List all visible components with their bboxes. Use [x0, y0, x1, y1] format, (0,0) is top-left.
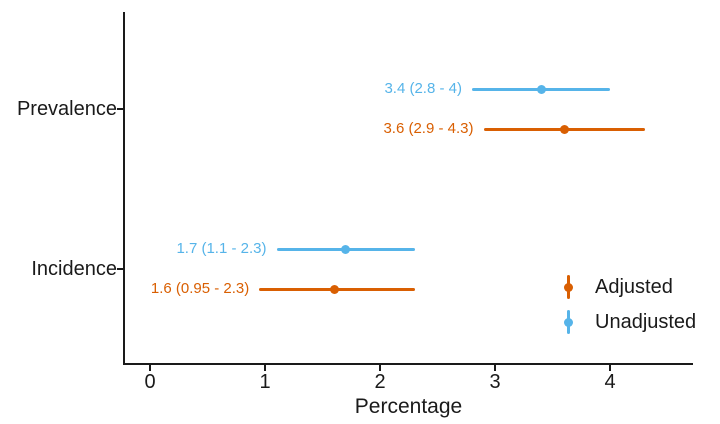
x-axis-tick-label: 1: [259, 371, 271, 393]
x-axis-tick-label: 0: [144, 371, 156, 393]
y-axis-tick: [117, 268, 123, 270]
x-axis-tick: [149, 365, 151, 371]
y-axis-tick: [117, 108, 123, 110]
x-axis-tick: [609, 365, 611, 371]
estimate-dot: [329, 284, 339, 294]
y-axis-label-prevalence: Prevalence: [16, 98, 117, 120]
x-axis-title: Percentage: [354, 395, 463, 418]
estimate-dot: [536, 84, 546, 94]
estimate-label: 1.7 (1.1 - 2.3): [176, 240, 267, 257]
x-axis-tick-label: 3: [489, 371, 501, 393]
estimate-dot: [559, 124, 569, 134]
estimate-label: 1.6 (0.95 - 2.3): [150, 280, 250, 297]
estimate-label: 3.6 (2.9 - 4.3): [383, 120, 474, 137]
legend-label: Unadjusted: [595, 310, 697, 333]
x-axis-tick: [494, 365, 496, 371]
legend: Adjusted Unadjusted: [561, 272, 716, 342]
legend-entry-adjusted: Adjusted: [561, 272, 716, 302]
legend-label: Adjusted: [595, 275, 673, 298]
x-axis-tick: [379, 365, 381, 371]
x-axis-tick-label: 2: [374, 371, 386, 393]
y-axis-line: [123, 12, 125, 365]
x-axis-tick-label: 4: [604, 371, 616, 393]
x-axis-tick: [264, 365, 266, 371]
estimate-label: 3.4 (2.8 - 4): [384, 80, 462, 97]
estimate-dot: [341, 244, 350, 254]
pointrange-key-icon: [561, 273, 575, 301]
y-axis-label-incidence: Incidence: [31, 258, 117, 280]
pointrange-key-icon: [561, 308, 575, 336]
legend-entry-unadjusted: Unadjusted: [561, 307, 716, 337]
x-axis-line: [123, 363, 693, 365]
